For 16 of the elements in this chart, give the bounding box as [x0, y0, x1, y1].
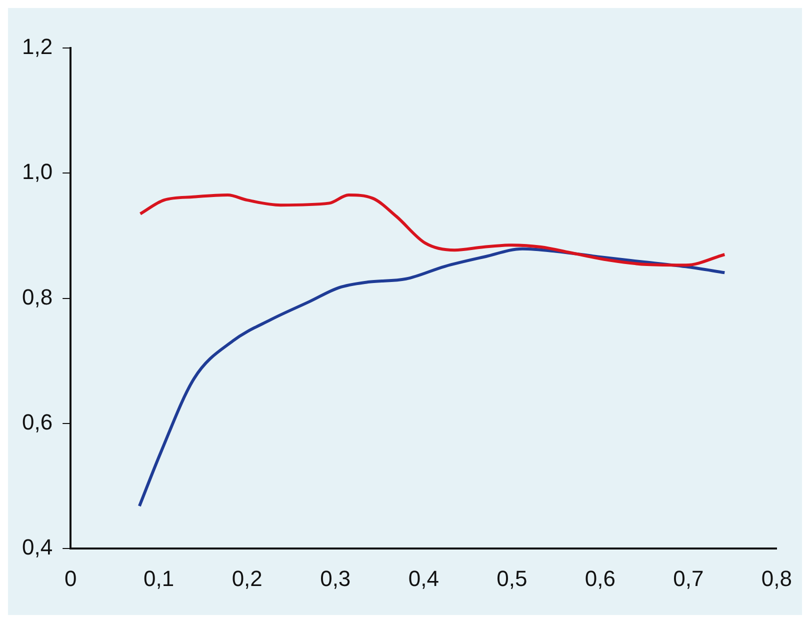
x-tick-label: 0,7	[673, 566, 704, 591]
x-tick-label: 0,6	[584, 566, 616, 591]
y-tick-label: 1,0	[22, 159, 53, 184]
x-tick-label: 0,4	[408, 566, 439, 591]
x-tick-label: 0,2	[232, 566, 262, 591]
x-tick-label: 0,3	[320, 566, 351, 591]
x-tick-label: 0,1	[144, 566, 174, 591]
line-series	[138, 194, 726, 267]
x-tick-label: 0	[64, 566, 77, 591]
y-tick-label: 0,4	[22, 534, 53, 560]
y-tick-label: 1,2	[22, 34, 53, 60]
x-tick-label: 0,5	[496, 566, 528, 591]
x-tick-label: 0,8	[761, 566, 792, 591]
line-series	[138, 247, 726, 508]
y-tick-label: 0,6	[22, 410, 53, 435]
y-tick-label: 0,8	[22, 284, 53, 310]
